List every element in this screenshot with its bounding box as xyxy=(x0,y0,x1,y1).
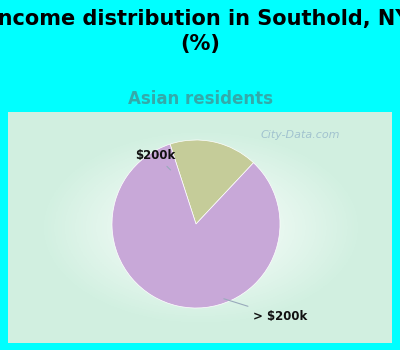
Text: > $200k: > $200k xyxy=(224,299,307,323)
Text: $200k: $200k xyxy=(136,149,176,170)
Wedge shape xyxy=(170,140,254,224)
Text: Asian residents: Asian residents xyxy=(128,90,272,107)
Text: City-Data.com: City-Data.com xyxy=(260,130,340,140)
Wedge shape xyxy=(112,144,280,308)
Text: Income distribution in Southold, NY
(%): Income distribution in Southold, NY (%) xyxy=(0,9,400,54)
